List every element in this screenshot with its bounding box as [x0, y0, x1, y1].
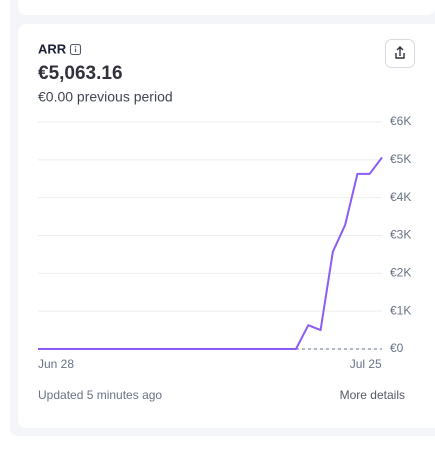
updated: Updated 5 minutes ago [38, 388, 162, 402]
card [18, 0, 435, 15]
card [18, 24, 435, 428]
card-title: ARR [38, 41, 67, 56]
y-tick-label: €3K [390, 228, 411, 242]
line [38, 156, 383, 350]
y-tick-label: €0 [390, 341, 404, 355]
y-tick-label: €6K [390, 114, 411, 128]
x-tick-label: Jul 25 [350, 357, 382, 371]
y-tick-label: €4K [390, 190, 411, 204]
amount: €5,063.16 [38, 63, 123, 84]
y-tick-label: €2K [390, 266, 411, 280]
y-tick-label: €1K [390, 303, 411, 317]
details-link[interactable]: More details [340, 388, 405, 402]
x-tick-label: Jun 28 [38, 357, 74, 371]
share-button[interactable] [385, 39, 415, 68]
y-tick-label: €5K [390, 152, 411, 166]
info-icon[interactable] [69, 43, 82, 56]
comparison: €0.00 previous period [38, 89, 173, 105]
